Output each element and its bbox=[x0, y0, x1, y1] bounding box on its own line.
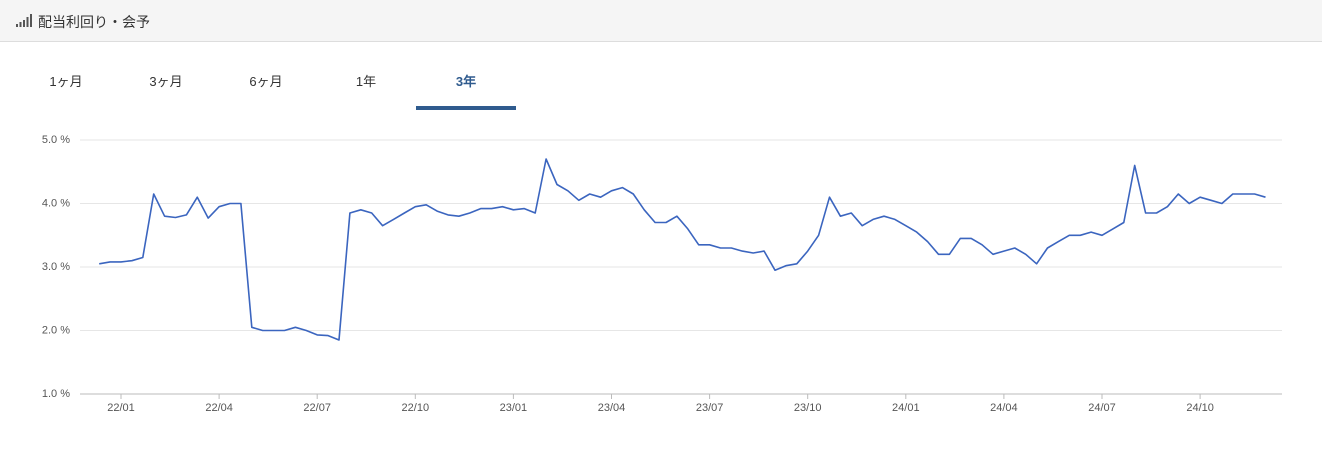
x-tick-label: 24/04 bbox=[990, 402, 1018, 414]
x-tick-label: 23/10 bbox=[794, 402, 822, 414]
x-tick-label: 24/07 bbox=[1088, 402, 1116, 414]
x-tick-label: 22/04 bbox=[205, 402, 233, 414]
tab[interactable]: 3年 bbox=[416, 62, 516, 110]
y-tick-label: 4.0 % bbox=[42, 197, 70, 209]
y-tick-label: 3.0 % bbox=[42, 261, 70, 273]
x-tick-label: 24/01 bbox=[892, 402, 920, 414]
panel-title: 配当利回り・会予 bbox=[38, 14, 150, 30]
x-tick-label: 22/07 bbox=[303, 402, 331, 414]
data-line bbox=[99, 158, 1266, 341]
x-tick-label: 23/07 bbox=[696, 402, 724, 414]
x-tick-label: 23/01 bbox=[500, 402, 528, 414]
x-tick-label: 24/10 bbox=[1186, 402, 1214, 414]
x-tick-label: 23/04 bbox=[598, 402, 626, 414]
x-tick-label: 22/10 bbox=[402, 402, 430, 414]
tab[interactable]: 1年 bbox=[355, 74, 377, 89]
signal-icon bbox=[16, 14, 32, 27]
y-tick-label: 5.0 % bbox=[42, 134, 70, 146]
tab[interactable]: 3ヶ月 bbox=[149, 74, 183, 89]
y-tick-label: 1.0 % bbox=[42, 388, 70, 400]
y-tick-label: 2.0 % bbox=[42, 324, 70, 336]
chart: 1.0 % 2.0 % 3.0 % 4.0 % 5.0 % 22/01 22/04 22/07… bbox=[42, 134, 1282, 414]
x-tick-label: 22/01 bbox=[107, 402, 135, 414]
tab[interactable]: 6ヶ月 bbox=[249, 74, 283, 89]
tab[interactable]: 1ヶ月 bbox=[49, 74, 83, 89]
panel-header: 配当利回り・会予 bbox=[0, 0, 1322, 42]
